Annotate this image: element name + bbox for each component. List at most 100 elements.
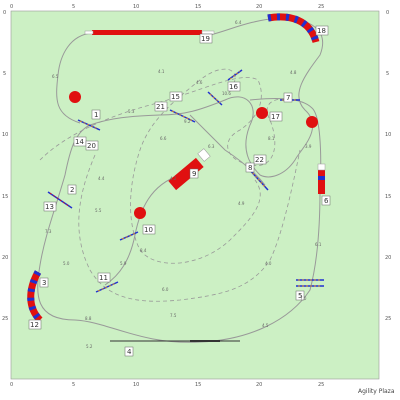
obstacle-label-22: 22	[255, 156, 264, 164]
axis-bottom-tick: 10	[133, 382, 139, 388]
course-path-upper	[56, 32, 93, 124]
distance-label: 8.4	[140, 248, 147, 253]
obstacle-label-9: 9	[192, 170, 196, 178]
axis-bottom-tick: 15	[195, 382, 201, 388]
distance-label: 5.0	[63, 261, 70, 266]
distance-label: 6.4	[235, 20, 242, 25]
obstacle-label-2: 2	[70, 186, 74, 194]
double-jump[interactable]	[296, 279, 324, 287]
jump-bar[interactable]	[227, 69, 243, 81]
distance-label: 10.6	[222, 91, 231, 96]
tunnel-body	[267, 13, 320, 44]
tunnel-mouth	[197, 148, 211, 162]
footer-credit: Agility Plaza	[358, 388, 395, 395]
tunnel-18[interactable]	[267, 13, 320, 44]
obstacle-label-1: 1	[94, 111, 98, 119]
axis-right-tick: 25	[385, 316, 391, 322]
cone-marker	[256, 107, 268, 119]
distance-label: 8.8	[85, 316, 92, 321]
axis-right-tick: 0	[386, 10, 389, 16]
tunnel-9[interactable]	[168, 148, 211, 191]
obstacle-label-15: 15	[171, 93, 180, 101]
tunnel-6[interactable]	[317, 163, 326, 194]
distance-label: 5.9	[120, 261, 127, 266]
obstacle-label-21: 21	[156, 103, 165, 111]
obstacle-label-10: 10	[144, 226, 153, 234]
jump-bar[interactable]	[119, 231, 139, 241]
distance-label: 3.9	[305, 144, 312, 149]
obstacle-label-8: 8	[248, 164, 252, 172]
course-path-center	[189, 114, 266, 186]
axis-left-tick: 25	[2, 316, 8, 322]
tunnel-12[interactable]	[27, 270, 43, 323]
obstacle-label-19: 19	[201, 35, 210, 43]
obstacle-label-11: 11	[99, 274, 108, 282]
distance-labels: 6.4 6.5 4.1 4.6 5.3 4.8 8.1 6.3 9.2 4.9 …	[45, 20, 322, 349]
distance-label: 5.2	[86, 344, 93, 349]
jump-bar[interactable]	[47, 191, 73, 209]
axis-bottom-tick: 0	[10, 382, 13, 388]
axis-bottom-tick: 5	[72, 382, 75, 388]
obstacle-label-7: 7	[286, 94, 290, 102]
axis-left-tick: 10	[2, 132, 8, 138]
course-path-mid	[104, 174, 181, 286]
distance-label: 4.4	[98, 176, 105, 181]
distance-label: 4.0	[265, 261, 272, 266]
distance-label: 7.3	[45, 229, 52, 234]
axis-top-tick: 15	[195, 4, 201, 10]
axis-left-tick: 5	[3, 71, 6, 77]
distance-label: 4.1	[158, 69, 165, 74]
tunnel-mouth	[317, 163, 326, 171]
obstacle-label-14: 14	[75, 138, 84, 146]
field-area	[10, 10, 380, 380]
handler-path-dashed-2	[130, 68, 261, 264]
distance-label: 8.1	[268, 136, 275, 141]
distance-label: 9.2	[184, 119, 191, 124]
obstacle-label-16: 16	[229, 83, 238, 91]
jump-bar[interactable]	[95, 281, 119, 293]
tunnel-body	[168, 157, 204, 191]
obstacle-label-12: 12	[30, 321, 39, 329]
dogwalk-ramp	[92, 30, 202, 35]
distance-label: 6.3	[208, 144, 215, 149]
axis-left-tick: 0	[3, 10, 6, 16]
axis-left-tick: 20	[2, 255, 8, 261]
obstacle-label-13: 13	[45, 203, 54, 211]
obstacle-label-20: 20	[87, 142, 96, 150]
jump-bar[interactable]	[169, 109, 196, 123]
jump-bar[interactable]	[77, 119, 101, 131]
tunnel-body	[318, 170, 325, 194]
label-boxes: 19 18 16 7 15 21 17 1 14 20 22 8 9 2 13 …	[28, 25, 331, 357]
axis-right-tick: 15	[385, 194, 391, 200]
obstacle-label-6: 6	[324, 197, 329, 205]
axis-top: 0 5 10 15 20 25	[10, 4, 324, 10]
distance-label: 4.2	[170, 176, 177, 181]
jump-bar[interactable]	[207, 91, 223, 106]
distance-label: 4.6	[196, 80, 203, 85]
dogwalk-plank-end	[201, 30, 215, 35]
axis-right: 0 5 10 15 20 25	[385, 10, 391, 322]
handler-path-dashed	[39, 77, 301, 166]
axis-bottom-tick: 25	[318, 382, 324, 388]
obstacle-label-3: 3	[42, 279, 46, 287]
axis-bottom: 0 5 10 15 20 25	[10, 382, 324, 388]
handler-path-dashed-3	[78, 149, 301, 302]
distance-label: 5.5	[95, 208, 102, 213]
axis-right-tick: 10	[385, 132, 391, 138]
distance-label: 6.0	[162, 287, 169, 292]
obstacle-label-17: 17	[271, 113, 280, 121]
axis-top-tick: 20	[256, 4, 262, 10]
dogwalk-19[interactable]	[84, 30, 215, 35]
obstacle-label-4: 4	[127, 348, 132, 356]
axis-top-tick: 10	[133, 4, 139, 10]
distance-label: 6.5	[52, 74, 59, 79]
distance-label: 6.1	[315, 242, 322, 247]
axis-left: 0 5 10 15 20 25	[2, 10, 8, 322]
axis-right-tick: 5	[386, 71, 389, 77]
axis-top-tick: 0	[10, 4, 13, 10]
cone-marker	[306, 116, 318, 128]
axis-top-tick: 5	[72, 4, 75, 10]
cone-marker	[134, 207, 146, 219]
obstacle-label-5: 5	[298, 292, 302, 300]
